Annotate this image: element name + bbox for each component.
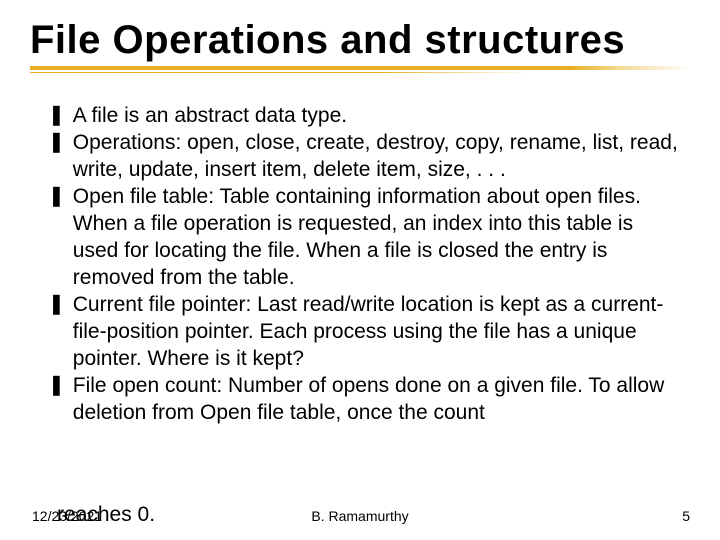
bullet-text: Open file table: Table containing inform… xyxy=(73,183,684,291)
underline-bar-fade xyxy=(570,66,690,70)
bullet-text: Current file pointer: Last read/write lo… xyxy=(73,291,684,372)
footer-author: B. Ramamurthy xyxy=(311,508,408,524)
footer-page-number: 5 xyxy=(682,508,690,524)
bullet-item: ❚ File open count: Number of opens done … xyxy=(48,372,684,426)
bullet-text: Operations: open, close, create, destroy… xyxy=(73,129,684,183)
footer-date: 12/23/2021 xyxy=(32,508,102,524)
bullet-text: File open count: Number of opens done on… xyxy=(73,372,684,426)
bullet-marker-icon: ❚ xyxy=(48,291,65,318)
bullet-item: ❚ Current file pointer: Last read/write … xyxy=(48,291,684,372)
slide-footer: 12/23/2021 B. Ramamurthy 5 xyxy=(0,508,720,524)
slide-body: ❚ A file is an abstract data type. ❚ Ope… xyxy=(30,102,690,426)
bullet-marker-icon: ❚ xyxy=(48,102,65,129)
bullet-marker-icon: ❚ xyxy=(48,129,65,156)
bullet-marker-icon: ❚ xyxy=(48,183,65,210)
slide-container: File Operations and structures ❚ A file … xyxy=(0,0,720,540)
bullet-marker-icon: ❚ xyxy=(48,372,65,399)
slide-title: File Operations and structures xyxy=(30,18,690,62)
bullet-item: ❚ Operations: open, close, create, destr… xyxy=(48,129,684,183)
title-underline xyxy=(30,66,690,80)
underline-bar-thin xyxy=(30,72,530,73)
underline-bar-main xyxy=(30,66,570,70)
bullet-item: ❚ A file is an abstract data type. xyxy=(48,102,684,129)
bullet-item: ❚ Open file table: Table containing info… xyxy=(48,183,684,291)
bullet-text: A file is an abstract data type. xyxy=(73,102,347,129)
